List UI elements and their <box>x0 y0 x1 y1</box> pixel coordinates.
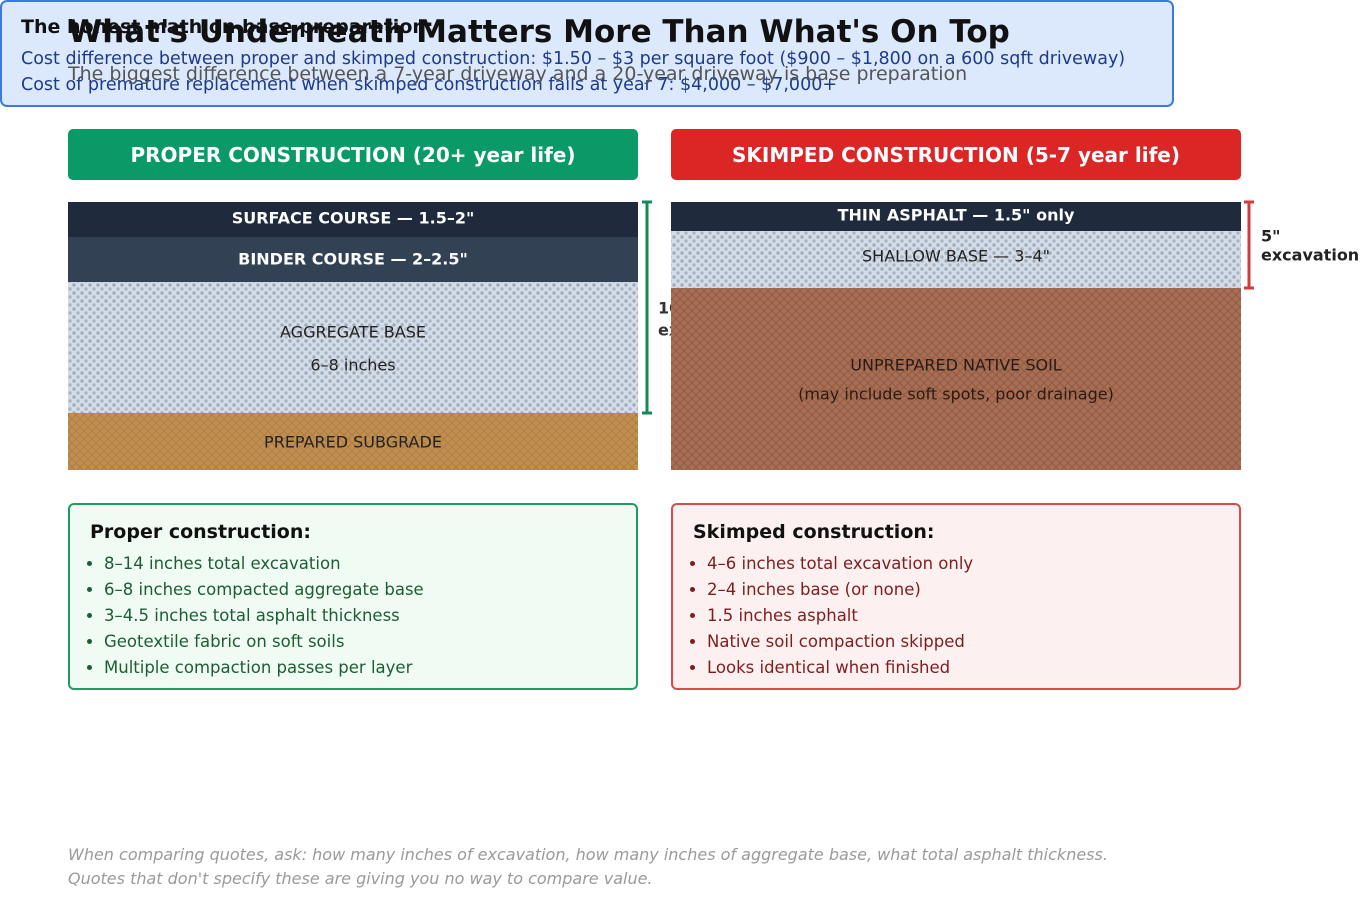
math-title: The honest math on base preparation: <box>21 16 434 38</box>
layer-label: BINDER COURSE — 2–2.5" <box>238 250 468 269</box>
excavation-label: excavation <box>1261 246 1359 265</box>
layer <box>671 288 1241 470</box>
layer-label: SURFACE COURSE — 1.5–2" <box>232 209 475 228</box>
footer-note: When comparing quotes, ask: how many inc… <box>68 845 1108 864</box>
summary-item: Looks identical when finished <box>707 655 1219 681</box>
excavation-bracket <box>1244 200 1254 290</box>
layer-label: AGGREGATE BASE <box>280 323 426 342</box>
layer <box>68 413 638 470</box>
math-line: Cost of premature replacement when skimp… <box>21 75 837 95</box>
layer-diagram: SURFACE COURSE — 1.5–2" BINDER COURSE — … <box>68 200 1359 470</box>
skimped-summary: Skimped construction: 4–6 inches total e… <box>671 503 1241 690</box>
summary-list: 8–14 inches total excavation6–8 inches c… <box>90 551 616 681</box>
summary-item: Geotextile fabric on soft soils <box>104 629 616 655</box>
summary-item: Native soil compaction skipped <box>707 629 1219 655</box>
footer-note: Quotes that don't specify these are givi… <box>68 869 653 888</box>
title: What's Underneath Matters More Than What… <box>68 14 1010 50</box>
summary-item: 2–4 inches base (or none) <box>707 577 1219 603</box>
layer <box>671 231 1241 288</box>
summary-item: 4–6 inches total excavation only <box>707 551 1219 577</box>
math-box: The honest math on base preparation: Cos… <box>0 0 1174 107</box>
summary-title: Proper construction: <box>90 521 311 543</box>
math-line: Cost difference between proper and skimp… <box>21 49 1126 69</box>
summary-title: Skimped construction: <box>693 521 935 543</box>
summary-item: Multiple compaction passes per layer <box>104 655 616 681</box>
summary-list: 4–6 inches total excavation only2–4 inch… <box>693 551 1219 681</box>
proper-heading: PROPER CONSTRUCTION (20+ year life) <box>68 129 638 180</box>
layer-label: PREPARED SUBGRADE <box>264 433 442 452</box>
layer-detail: 6–8 inches <box>310 356 395 375</box>
layer-label: THIN ASPHALT — 1.5" only <box>838 206 1075 225</box>
summary-item: 3–4.5 inches total asphalt thickness <box>104 603 616 629</box>
summary-item: 8–14 inches total excavation <box>104 551 616 577</box>
subtitle: The biggest difference between a 7-year … <box>68 63 968 85</box>
skimped-heading: SKIMPED CONSTRUCTION (5-7 year life) <box>671 129 1241 180</box>
excavation-bracket <box>642 200 652 415</box>
layer <box>671 202 1241 231</box>
layer <box>68 237 638 282</box>
layer <box>68 282 638 413</box>
summary-item: 1.5 inches asphalt <box>707 603 1219 629</box>
layer-detail: (may include soft spots, poor drainage) <box>798 385 1114 404</box>
excavation-label: 5" <box>1261 227 1280 246</box>
layer <box>68 202 638 237</box>
layer-label: UNPREPARED NATIVE SOIL <box>850 356 1062 375</box>
summary-item: 6–8 inches compacted aggregate base <box>104 577 616 603</box>
layer-label: SHALLOW BASE — 3–4" <box>862 247 1050 266</box>
proper-summary: Proper construction: 8–14 inches total e… <box>68 503 638 690</box>
